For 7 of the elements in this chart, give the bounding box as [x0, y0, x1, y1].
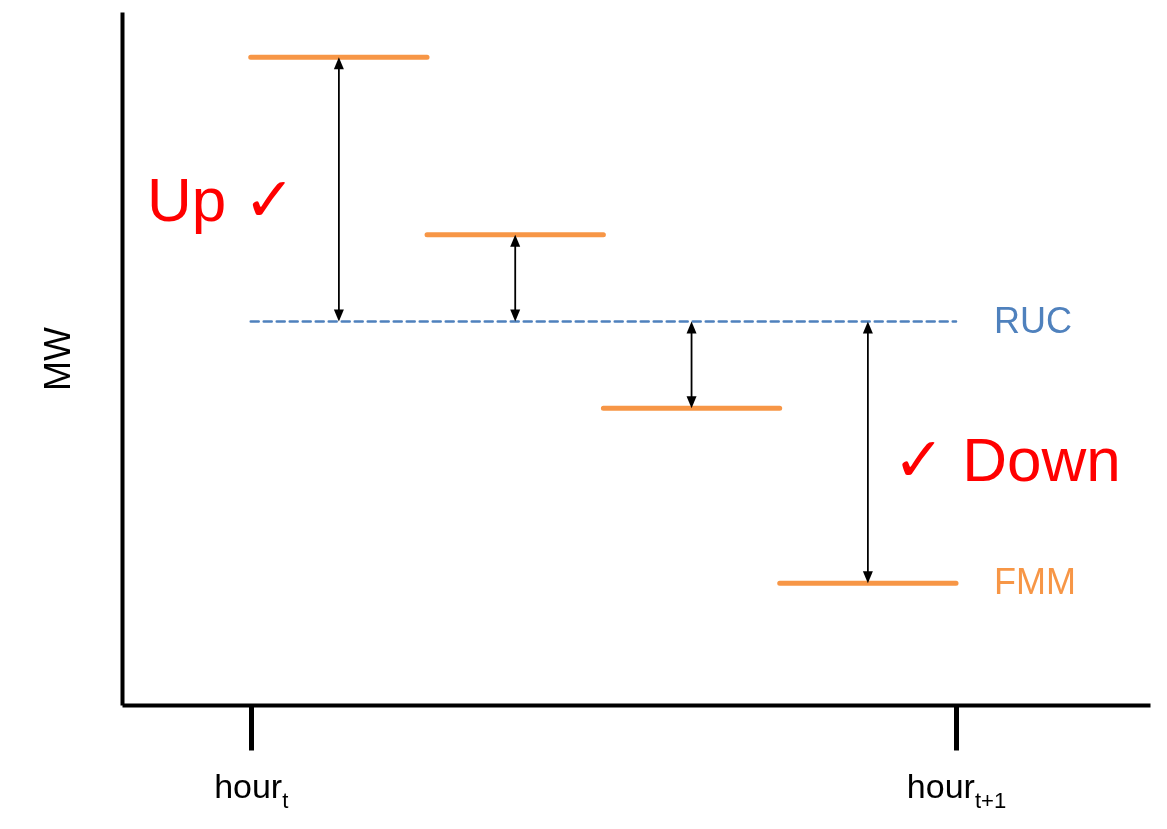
series-label: RUC: [994, 299, 1073, 341]
annotation: Up ✓: [147, 165, 296, 234]
x-tick-label: hour$_{t}$: [214, 766, 289, 813]
series-label: FMM: [994, 561, 1077, 603]
x-tick-label: hour$_{t+1}$: [906, 766, 1007, 813]
y-axis-title: MW: [36, 327, 78, 391]
annotation: ✓ Down: [893, 425, 1121, 494]
